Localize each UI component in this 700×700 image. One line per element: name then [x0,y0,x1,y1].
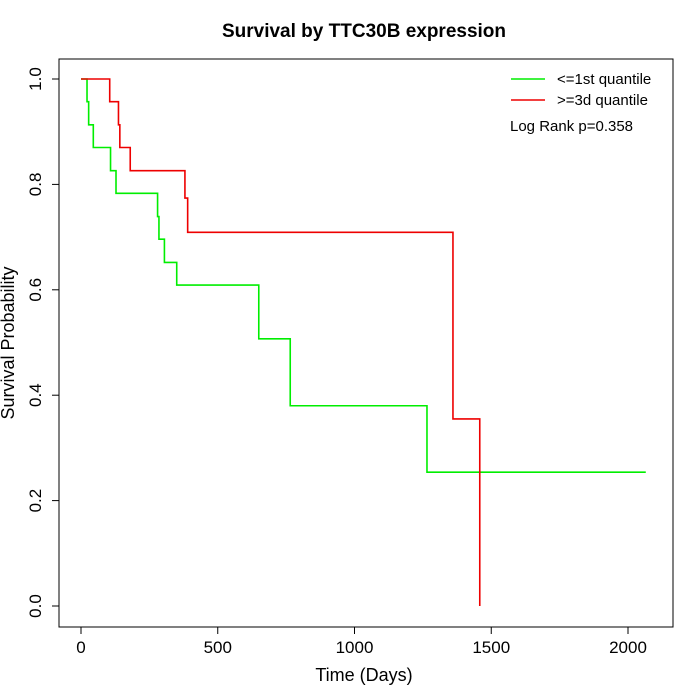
y-axis-label: Survival Probability [0,266,18,419]
x-tick-label: 500 [204,638,232,657]
legend-label-high: >=3d quantile [557,92,648,109]
y-axis: 0.0 0.2 0.4 0.6 0.8 1.0 [26,67,60,618]
x-tick-label: 1500 [472,638,510,657]
y-tick-label: 0.8 [26,173,45,197]
y-tick-label: 0.0 [26,594,45,618]
x-tick-label: 0 [76,638,85,657]
log-rank-annotation: Log Rank p=0.358 [510,118,633,135]
chart-title: Survival by TTC30B expression [222,21,506,42]
legend: <=1st quantile >=3d quantile [511,71,651,109]
y-tick-label: 0.6 [26,278,45,302]
survival-curves [81,78,646,606]
legend-label-low: <=1st quantile [557,71,651,88]
plot-frame [58,58,674,628]
y-tick-label: 1.0 [26,67,45,91]
x-axis: 0 500 1000 1500 2000 [76,626,647,657]
survival-curve-low [81,78,646,473]
survival-curve-high [81,78,481,606]
x-axis-label: Time (Days) [315,665,412,685]
x-tick-label: 2000 [609,638,647,657]
x-tick-label: 1000 [336,638,374,657]
y-tick-label: 0.2 [26,489,45,513]
y-tick-label: 0.4 [26,383,45,407]
